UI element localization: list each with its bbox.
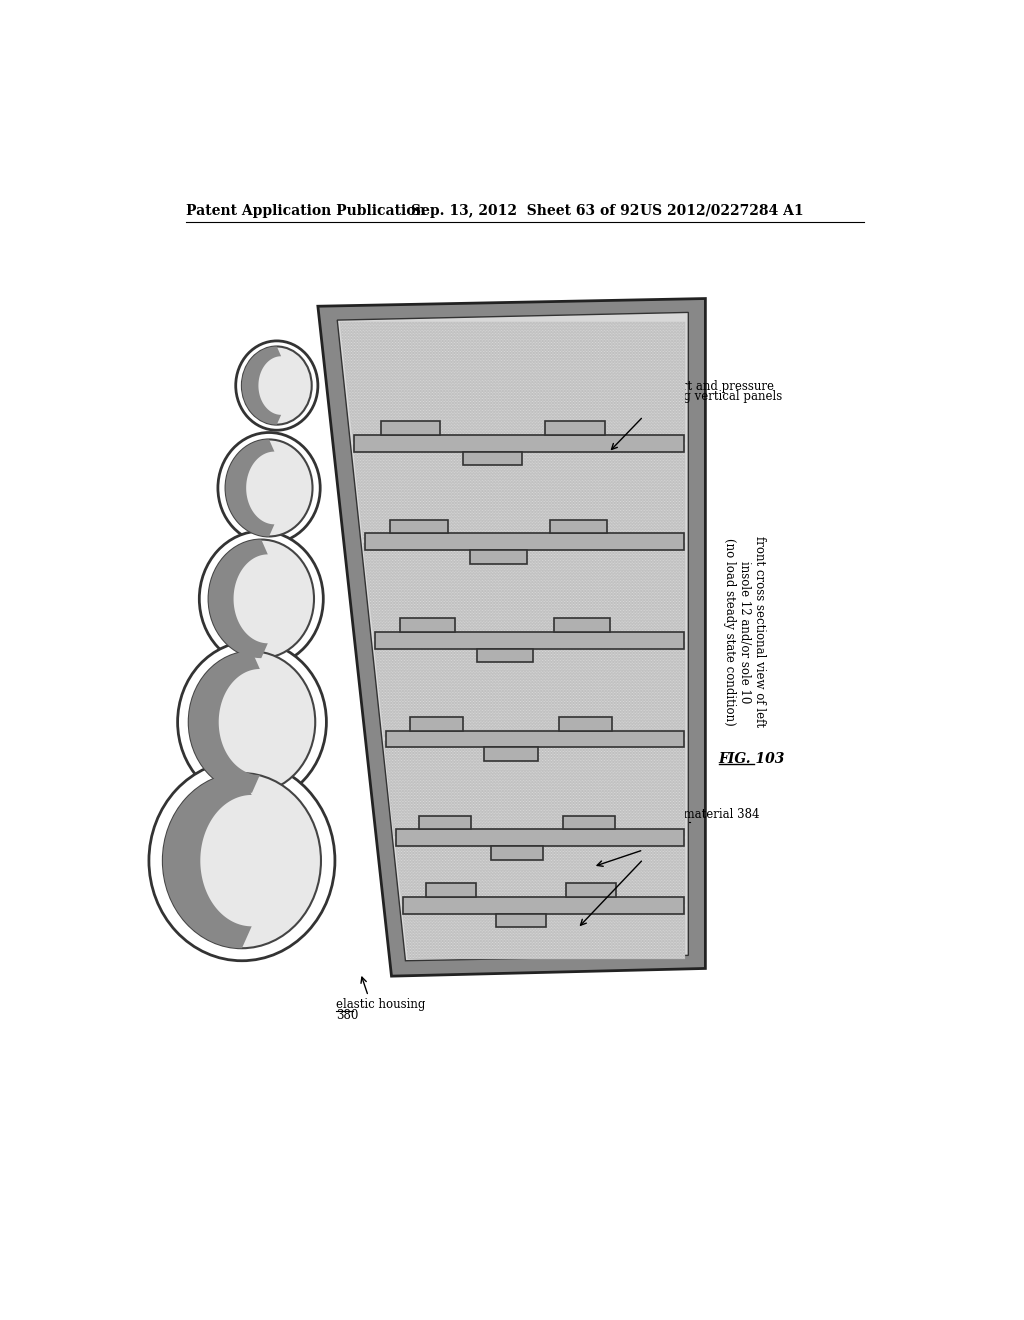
Text: shifting vertical panels: shifting vertical panels [646,391,782,404]
Ellipse shape [177,642,327,803]
Text: FIG. 103: FIG. 103 [719,752,785,766]
Polygon shape [188,651,260,793]
Ellipse shape [163,774,321,948]
Polygon shape [395,840,685,904]
Text: US 2012/0227284 A1: US 2012/0227284 A1 [640,203,803,218]
Ellipse shape [218,433,321,544]
Polygon shape [242,346,282,425]
Text: front cross sectional view of left
insole 12 and/or sole 10
(no load steady stat: front cross sectional view of left insol… [723,536,766,727]
Polygon shape [563,816,614,829]
Polygon shape [340,322,685,442]
Polygon shape [353,445,685,540]
Text: 380: 380 [336,1010,358,1022]
Polygon shape [402,907,685,960]
Polygon shape [400,618,456,632]
Polygon shape [403,896,684,913]
Ellipse shape [200,531,324,667]
Polygon shape [381,421,440,434]
Text: Sep. 13, 2012  Sheet 63 of 92: Sep. 13, 2012 Sheet 63 of 92 [411,203,639,218]
Polygon shape [558,717,612,730]
Polygon shape [384,741,685,836]
Polygon shape [470,550,527,564]
Polygon shape [337,313,688,961]
Polygon shape [496,913,547,928]
Text: Patent Application Publication: Patent Application Publication [186,203,426,218]
Polygon shape [163,774,252,948]
Ellipse shape [209,540,314,659]
Polygon shape [365,533,684,550]
Polygon shape [364,544,685,639]
Polygon shape [209,540,268,659]
Polygon shape [386,730,684,747]
Ellipse shape [236,341,317,430]
Polygon shape [550,520,607,533]
Polygon shape [463,451,522,466]
Ellipse shape [242,346,311,425]
Polygon shape [354,434,684,451]
Polygon shape [410,717,463,730]
Polygon shape [225,440,274,536]
Polygon shape [396,829,684,846]
Ellipse shape [225,440,312,536]
Polygon shape [492,846,543,859]
Polygon shape [374,642,685,738]
Ellipse shape [188,651,315,793]
Polygon shape [484,747,538,762]
Polygon shape [419,816,471,829]
Text: elastic housing: elastic housing [336,998,425,1011]
Ellipse shape [148,760,335,961]
Polygon shape [317,298,706,977]
Polygon shape [375,632,684,649]
Text: 382: 382 [646,407,668,420]
Polygon shape [477,649,532,663]
Polygon shape [546,421,604,434]
Polygon shape [390,520,447,533]
Polygon shape [554,618,609,632]
Text: liquid material 384: liquid material 384 [646,808,759,821]
Text: support and pressure: support and pressure [646,380,774,393]
Polygon shape [426,883,476,896]
Polygon shape [566,883,616,896]
